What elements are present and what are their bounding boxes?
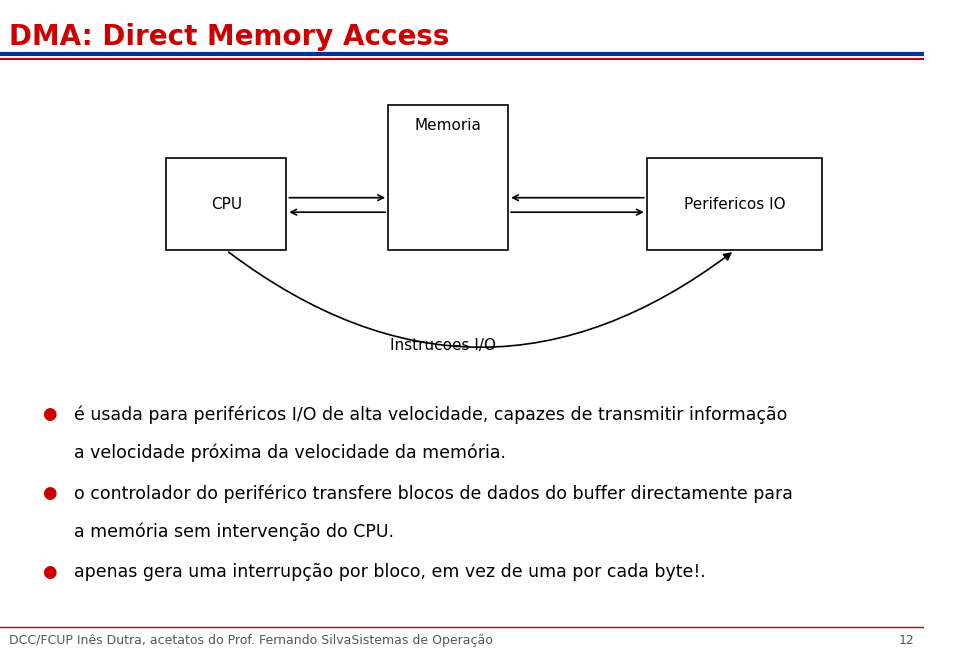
Text: DCC/FCUP Inês Dutra, acetatos do Prof. Fernando SilvaSistemas de Operação: DCC/FCUP Inês Dutra, acetatos do Prof. F… bbox=[10, 634, 493, 647]
Text: 12: 12 bbox=[899, 634, 915, 647]
Text: o controlador do periférico transfere blocos de dados do buffer directamente par: o controlador do periférico transfere bl… bbox=[74, 484, 793, 503]
Text: apenas gera uma interrupção por bloco, em vez de uma por cada byte!.: apenas gera uma interrupção por bloco, e… bbox=[74, 563, 706, 581]
Text: ●: ● bbox=[41, 484, 56, 502]
Text: ●: ● bbox=[41, 563, 56, 581]
Bar bbox=[388, 105, 508, 250]
Text: a velocidade próxima da velocidade da memória.: a velocidade próxima da velocidade da me… bbox=[74, 444, 506, 462]
Text: ●: ● bbox=[41, 405, 56, 423]
Text: Instrucoes I/O: Instrucoes I/O bbox=[390, 339, 497, 353]
Text: Perifericos IO: Perifericos IO bbox=[684, 197, 785, 212]
FancyArrowPatch shape bbox=[228, 252, 731, 347]
Text: CPU: CPU bbox=[211, 197, 242, 212]
Text: é usada para periféricos I/O de alta velocidade, capazes de transmitir informaçã: é usada para periféricos I/O de alta vel… bbox=[74, 405, 787, 424]
Bar bbox=[646, 158, 822, 250]
Text: a memória sem intervenção do CPU.: a memória sem intervenção do CPU. bbox=[74, 523, 394, 541]
Bar bbox=[166, 158, 287, 250]
Text: DMA: Direct Memory Access: DMA: Direct Memory Access bbox=[10, 23, 450, 51]
Text: Memoria: Memoria bbox=[414, 118, 481, 132]
